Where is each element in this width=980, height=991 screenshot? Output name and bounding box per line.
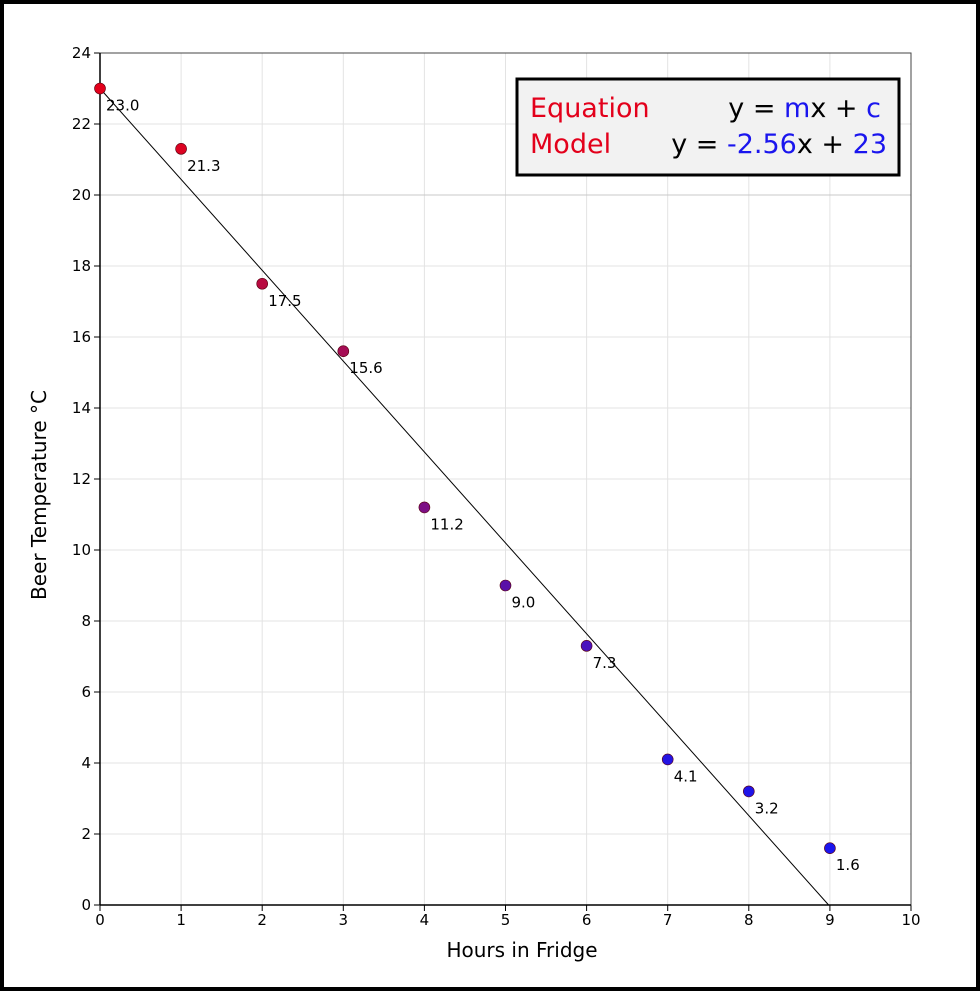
x-tick-label: 4 <box>420 911 430 929</box>
y-tick-label: 2 <box>81 825 91 843</box>
legend-equation-label: Equation <box>530 93 650 124</box>
y-tick-label: 6 <box>81 683 91 701</box>
data-point <box>256 277 269 290</box>
y-tick-label: 4 <box>81 754 91 772</box>
y-tick-label: 12 <box>72 470 91 488</box>
data-label: 7.3 <box>593 654 617 672</box>
data-point <box>337 345 350 358</box>
x-tick-label: 7 <box>663 911 673 929</box>
y-tick-label: 24 <box>72 44 91 62</box>
trendline-group <box>99 88 830 906</box>
x-tick-label: 9 <box>825 911 835 929</box>
data-label: 9.0 <box>512 594 536 612</box>
data-point <box>580 640 593 652</box>
y-tick-label: 20 <box>72 186 91 204</box>
y-tick-label: 18 <box>72 257 91 275</box>
data-point <box>661 753 674 766</box>
x-tick-label: 5 <box>501 911 511 929</box>
legend-box: Equation y = mx + c Model y = -2.56x + 2… <box>515 77 901 177</box>
data-label: 23.0 <box>106 97 139 115</box>
data-point <box>742 785 755 798</box>
x-axis-label: Hours in Fridge <box>446 938 597 962</box>
data-label: 11.2 <box>430 515 463 533</box>
x-tick-label: 6 <box>582 911 592 929</box>
x-tick-label: 1 <box>176 911 186 929</box>
legend-model-label: Model <box>530 129 611 160</box>
axes <box>94 52 912 911</box>
data-point <box>499 579 512 592</box>
y-tick-label: 8 <box>81 612 91 630</box>
x-tick-label: 10 <box>901 911 920 929</box>
legend-model-formula: y = -2.56x + 23 <box>671 129 887 160</box>
legend-equation-formula: y = mx + c <box>728 93 881 124</box>
y-tick-label: 16 <box>72 328 91 346</box>
x-tick-label: 8 <box>744 911 754 929</box>
y-axis-label: Beer Temperature °C <box>27 390 51 600</box>
data-label: 15.6 <box>349 359 382 377</box>
x-tick-labels: 0 1 2 3 4 5 6 7 8 9 10 <box>95 911 920 929</box>
data-label: 1.6 <box>836 856 860 874</box>
y-tick-label: 10 <box>72 541 91 559</box>
x-tick-label: 3 <box>339 911 349 929</box>
data-point <box>824 842 836 855</box>
x-tick-label: 0 <box>95 911 105 929</box>
data-label: 17.5 <box>268 292 301 310</box>
data-points <box>94 82 836 855</box>
data-labels: 23.0 21.3 17.5 15.6 11.2 9.0 7.3 4.1 3.2 1.6 <box>106 97 860 875</box>
y-tick-label: 14 <box>72 399 91 417</box>
trendline <box>99 88 830 906</box>
data-label: 4.1 <box>674 767 698 785</box>
data-point <box>94 82 106 95</box>
x-tick-label: 2 <box>257 911 267 929</box>
data-point <box>175 143 187 155</box>
data-label: 3.2 <box>755 799 779 817</box>
data-point <box>418 501 431 514</box>
data-label: 21.3 <box>187 157 220 175</box>
y-tick-label: 0 <box>81 896 91 914</box>
y-tick-label: 22 <box>72 115 91 133</box>
